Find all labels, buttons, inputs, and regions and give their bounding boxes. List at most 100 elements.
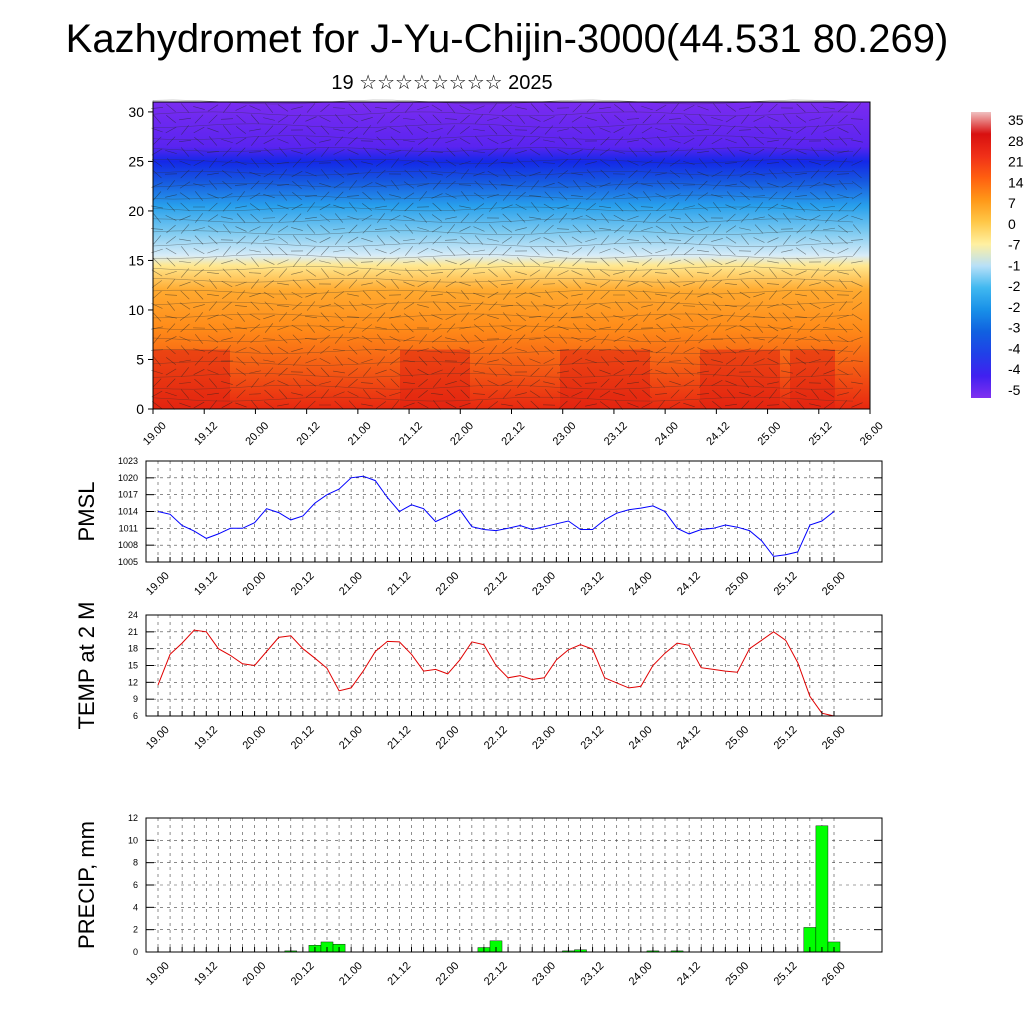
colorbar-label: 7 (1008, 195, 1016, 211)
heatmap-warm-cell (790, 349, 835, 409)
panel-ytick-label: 18 (128, 644, 138, 654)
precip-bar (815, 825, 829, 953)
heatmap-xtick-label: 20.12 (295, 420, 323, 448)
colorbar-label: -7 (1008, 237, 1021, 253)
panel-ylabel: PMSL (74, 482, 99, 542)
panel-ytick-label: 8 (133, 858, 138, 868)
heatmap-xtick-label: 19.00 (141, 420, 169, 448)
heatmap-ytick-label: 15 (128, 252, 144, 268)
panel-ytick-label: 4 (133, 902, 138, 912)
panel-xtick-label: 25.00 (723, 724, 751, 752)
heatmap-xtick-label: 21.12 (397, 420, 425, 448)
panel-xtick-label: 21.12 (385, 570, 413, 598)
heatmap-xtick-label: 23.12 (602, 420, 630, 448)
panel-ytick-label: 1014 (118, 507, 138, 517)
panel-xtick-label: 23.00 (530, 960, 558, 988)
panel-xtick-label: 23.12 (578, 724, 606, 752)
panel-xtick-label: 23.12 (578, 960, 606, 988)
series-line (157, 629, 835, 717)
panel-xtick-label: 26.00 (820, 724, 848, 752)
heatmap-xtick-label: 25.12 (807, 420, 835, 448)
panel-ytick-label: 21 (128, 627, 138, 637)
panel-ytick-label: 1011 (119, 523, 138, 533)
panel-ytick-label: 9 (133, 694, 138, 704)
panel-xtick-label: 25.00 (723, 960, 751, 988)
heatmap-ytick-label: 30 (128, 104, 144, 120)
panel-ytick-label: 0 (133, 947, 138, 957)
colorbar-label: 0 (1008, 216, 1016, 232)
heatmap-panel: 0 5 10 15 20 25 30 19.00 19.12 20.00 20.12 21.00 21.… (128, 99, 886, 448)
panel-xtick-label: 20.00 (240, 960, 268, 988)
heatmap-xtick-label: 24.00 (653, 420, 681, 448)
panel-xtick-label: 22.12 (482, 570, 510, 598)
panel-xtick-label: 20.12 (289, 724, 317, 752)
panel-xtick-label: 22.00 (434, 960, 462, 988)
panel-grid (146, 817, 882, 953)
panel-ylabel: TEMP at 2 M (74, 602, 99, 730)
panel-xtick-label: 26.00 (820, 570, 848, 598)
panel-xtick-label: 23.12 (578, 570, 606, 598)
panel-xtick-label: 20.12 (289, 570, 317, 598)
panel-xtick-label: 26.00 (820, 960, 848, 988)
heatmap-warm-cell (400, 349, 470, 409)
panel-ytick-label: 1005 (118, 557, 138, 567)
contour-lines (152, 99, 854, 402)
panel-xtick-label: 25.12 (772, 570, 800, 598)
colorbar-label: 35 (1008, 112, 1024, 128)
panel-xtick-label: 19.00 (144, 724, 172, 752)
panel-xtick-label: 19.12 (192, 724, 220, 752)
heatmap-warm-cell (153, 349, 230, 409)
panel-xtick-label: 19.00 (144, 960, 172, 988)
panel-xtick-label: 22.00 (434, 570, 462, 598)
heatmap-ytick-label: 5 (136, 351, 144, 367)
panel-ytick-label: 6 (133, 711, 138, 721)
heatmap-xtick-label: 21.00 (346, 420, 374, 448)
panel-xtick-label: 24.00 (627, 570, 655, 598)
heatmap-xtick-label: 22.00 (448, 420, 476, 448)
colorbar-label: -3 (1008, 320, 1021, 336)
wind-barbs (150, 103, 864, 410)
panel-xtick-label: 22.12 (482, 724, 510, 752)
panel-ytick-label: 2 (133, 925, 138, 935)
panel-xtick-label: 25.12 (772, 724, 800, 752)
panel-xtick-label: 20.00 (240, 724, 268, 752)
panel-xtick-label: 24.00 (627, 960, 655, 988)
heatmap-xtick-label: 22.12 (499, 420, 527, 448)
panel-xtick-label: 20.00 (240, 570, 268, 598)
heatmap-xtick-label: 19.12 (192, 420, 220, 448)
panel-ytick-label: 1023 (118, 456, 138, 466)
panel-ytick-label: 12 (128, 813, 138, 823)
colorbar-label: -5 (1008, 382, 1021, 398)
panel-xtick-label: 23.00 (530, 570, 558, 598)
panel-ytick-label: 10 (128, 835, 138, 845)
panel-xtick-label: 19.00 (144, 570, 172, 598)
panel-xtick-label: 21.00 (337, 960, 365, 988)
heatmap-ytick-label: 25 (128, 153, 144, 169)
colorbar-label: -4 (1008, 361, 1021, 377)
colorbar-label: 21 (1008, 154, 1024, 170)
heatmap-xtick-label: 23.00 (551, 420, 579, 448)
colorbar: 35 28 21 14 7 0 -7 -1 -2 -2 -3 -4 -4 -5 (971, 112, 1024, 398)
panel-xtick-label: 21.12 (385, 960, 413, 988)
panel-xtick-label: 19.12 (192, 570, 220, 598)
panel-xtick-label: 21.12 (385, 724, 413, 752)
panel-xtick-label: 22.12 (482, 960, 510, 988)
colorbar-strip (971, 112, 991, 398)
panel-xtick-label: 21.00 (337, 724, 365, 752)
panel-grid (146, 614, 882, 717)
panel-ytick-label: 1020 (118, 473, 138, 483)
panel-ytick-label: 1008 (118, 540, 138, 550)
panel-grid (146, 460, 882, 563)
panel-ylabel: PRECIP, mm (74, 821, 99, 949)
chart-subtitle: 19 ☆☆☆☆☆☆☆☆ 2025 (331, 72, 553, 94)
heatmap-ytick-label: 0 (136, 401, 144, 417)
panel-xtick-label: 24.12 (675, 960, 703, 988)
panel-xtick-label: 22.00 (434, 724, 462, 752)
panel-xtick-label: 24.12 (675, 724, 703, 752)
chart-title: Kazhydromet for J-Yu-Chijin-3000(44.531 … (65, 17, 949, 61)
colorbar-label: 14 (1008, 174, 1024, 190)
heatmap-xtick-label: 26.00 (858, 420, 886, 448)
panel-ytick-label: 6 (133, 880, 138, 890)
colorbar-label: 28 (1008, 133, 1024, 149)
